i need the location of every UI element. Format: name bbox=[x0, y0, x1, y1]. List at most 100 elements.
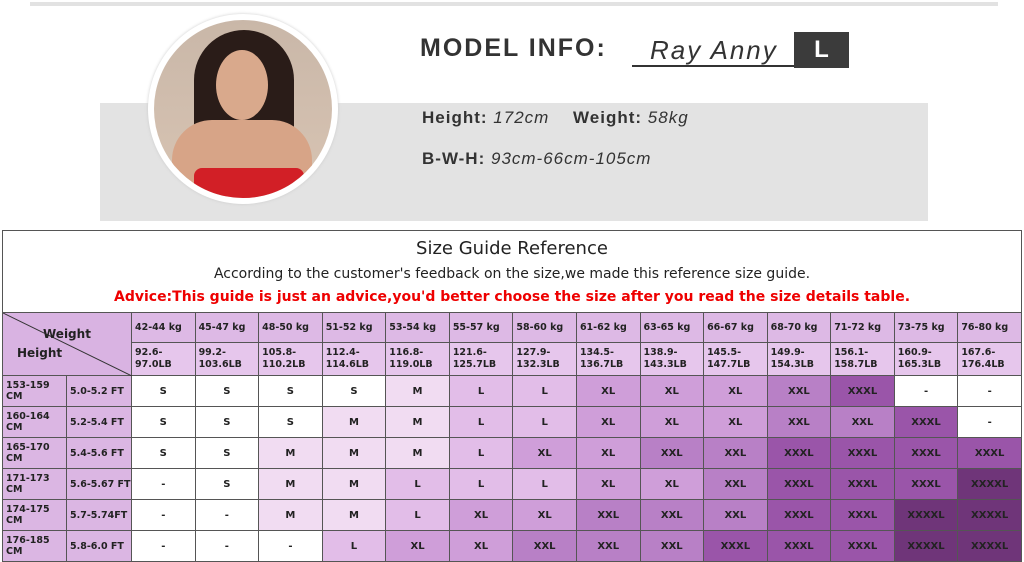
lb-from: 138.9- bbox=[643, 347, 678, 358]
cm-unit: CM bbox=[6, 391, 23, 402]
size-cell: XL bbox=[512, 499, 577, 531]
weight-label: Weight: bbox=[573, 108, 643, 127]
size-cell: L bbox=[512, 406, 577, 438]
lb-from: 121.6- bbox=[452, 347, 487, 358]
size-cell: XXXL bbox=[830, 530, 895, 562]
size-cell: XXXL bbox=[830, 375, 895, 407]
size-cell: XXXL bbox=[830, 468, 895, 500]
size-cell: - bbox=[893, 375, 959, 407]
size-cell: L bbox=[448, 437, 514, 469]
size-cell: L bbox=[385, 468, 450, 500]
size-cell: XL bbox=[639, 406, 705, 438]
lb-to: 158.7LB bbox=[834, 359, 878, 370]
weight-kg-header: 58-60 kg bbox=[512, 312, 577, 343]
header-row-kg: Weight Height 42-44 kg 45-47 kg 48-50 kg 51-5… bbox=[2, 312, 1022, 376]
lb-to: 132.3LB bbox=[516, 359, 560, 370]
size-cell: - bbox=[194, 530, 260, 562]
size-cell: L bbox=[512, 375, 577, 407]
corner-header: Weight Height bbox=[2, 312, 132, 376]
size-cell: M bbox=[258, 499, 323, 531]
size-cell: XL bbox=[575, 437, 641, 469]
lb-from: 156.1- bbox=[834, 347, 869, 358]
weight-lb-header: 99.2- 103.6LB bbox=[194, 342, 260, 376]
lb-from: 92.6- bbox=[135, 347, 163, 358]
lb-to: 114.6LB bbox=[325, 359, 370, 370]
weight-lb-header: 156.1- 158.7LB bbox=[830, 342, 895, 376]
weight-lb-header: 149.9- 154.3LB bbox=[766, 342, 832, 376]
lb-from: 167.6- bbox=[961, 347, 996, 358]
lb-to: 97.0LB bbox=[135, 359, 172, 370]
height-ft-header: 5.8-6.0 FT bbox=[66, 530, 132, 562]
size-cell: L bbox=[512, 468, 577, 500]
lb-to: 154.3LB bbox=[770, 359, 814, 370]
weight-kg-header: 45-47 kg bbox=[194, 312, 260, 343]
weight-kg-header: 48-50 kg bbox=[258, 312, 323, 343]
lb-from: 105.8- bbox=[262, 347, 297, 358]
model-info-label: MODEL INFO: bbox=[420, 34, 607, 62]
size-cell: L bbox=[448, 406, 514, 438]
weight-kg-header: 73-75 kg bbox=[893, 312, 959, 343]
lb-from: 116.8- bbox=[389, 347, 424, 358]
weight-kg-header: 68-70 kg bbox=[766, 312, 832, 343]
weight-kg-header: 71-72 kg bbox=[830, 312, 895, 343]
size-cell: XXXXL bbox=[957, 468, 1022, 500]
size-cell: S bbox=[131, 437, 196, 469]
lb-from: 145.5- bbox=[707, 347, 742, 358]
size-cell: - bbox=[131, 499, 196, 531]
cm-unit: CM bbox=[6, 453, 23, 464]
size-cell: S bbox=[258, 375, 323, 407]
height-value: 172cm bbox=[493, 108, 550, 127]
model-photo bbox=[148, 14, 338, 204]
weight-lb-header: 145.5- 147.7LB bbox=[703, 342, 768, 376]
model-size-badge: L bbox=[794, 32, 849, 68]
size-guide-subtitle: According to the customer's feedback on … bbox=[213, 266, 811, 282]
weight-value: 58kg bbox=[647, 108, 689, 127]
weight-kg-header: 63-65 kg bbox=[639, 312, 705, 343]
size-cell: - bbox=[131, 530, 196, 562]
weight-kg-header: 55-57 kg bbox=[448, 312, 514, 343]
size-cell: M bbox=[258, 437, 323, 469]
size-cell: XXXXL bbox=[893, 499, 959, 531]
size-cell: L bbox=[448, 375, 514, 407]
weight-kg-header: 42-44 kg bbox=[131, 312, 196, 343]
cm-unit: CM bbox=[6, 546, 23, 557]
size-cell: XL bbox=[639, 468, 705, 500]
size-cell: M bbox=[385, 437, 450, 469]
size-cell: XXXL bbox=[893, 468, 959, 500]
size-cell: XL bbox=[639, 375, 705, 407]
weight-kg-header: 53-54 kg bbox=[385, 312, 450, 343]
size-cell: XXXL bbox=[766, 468, 832, 500]
table-row: 153-159 CM 5.0-5.2 FT S S S S M L L XL XL XL XXL XXXL -… bbox=[2, 375, 1022, 407]
size-guide-title: Size Guide Reference bbox=[416, 238, 608, 259]
size-cell: S bbox=[194, 468, 260, 500]
height-ft-header: 5.4-5.6 FT bbox=[66, 437, 132, 469]
size-cell: XXL bbox=[639, 437, 705, 469]
height-cm-header: 165-170 CM bbox=[2, 437, 67, 469]
size-cell: L bbox=[321, 530, 387, 562]
size-guide-advice: Advice:This guide is just an advice,you'… bbox=[113, 289, 911, 305]
lb-to: 103.6LB bbox=[198, 359, 242, 370]
size-cell: M bbox=[385, 406, 450, 438]
size-cell: - bbox=[957, 406, 1022, 438]
lb-to: 143.3LB bbox=[643, 359, 687, 370]
size-cell: XXL bbox=[766, 406, 832, 438]
height-cm-header: 174-175 CM bbox=[2, 499, 67, 531]
size-cell: S bbox=[258, 406, 323, 438]
size-cell: M bbox=[321, 406, 387, 438]
weight-lb-header: 160.9- 165.3LB bbox=[893, 342, 959, 376]
size-cell: M bbox=[321, 499, 387, 531]
model-height-weight: Height: 172cm Weight: 58kg bbox=[422, 108, 707, 128]
size-cell: XL bbox=[575, 406, 641, 438]
table-row: 174-175 CM 5.7-5.74FT - - M M L XL XL XXL XXL XXL XXX… bbox=[2, 499, 1022, 531]
weight-lb-header: 134.5- 136.7LB bbox=[575, 342, 641, 376]
cm-range: 176-185 bbox=[6, 535, 50, 546]
size-cell: XXXXL bbox=[893, 530, 959, 562]
size-cell: XL bbox=[448, 530, 514, 562]
size-cell: S bbox=[321, 375, 387, 407]
height-ft-header: 5.6-5.67 FT bbox=[66, 468, 132, 500]
size-cell: - bbox=[194, 499, 260, 531]
weight-lb-header: 92.6- 97.0LB bbox=[131, 342, 196, 376]
weight-lb-header: 167.6- 176.4LB bbox=[957, 342, 1022, 376]
height-ft-header: 5.2-5.4 FT bbox=[66, 406, 132, 438]
bwh-value: 93cm-66cm-105cm bbox=[490, 149, 652, 168]
